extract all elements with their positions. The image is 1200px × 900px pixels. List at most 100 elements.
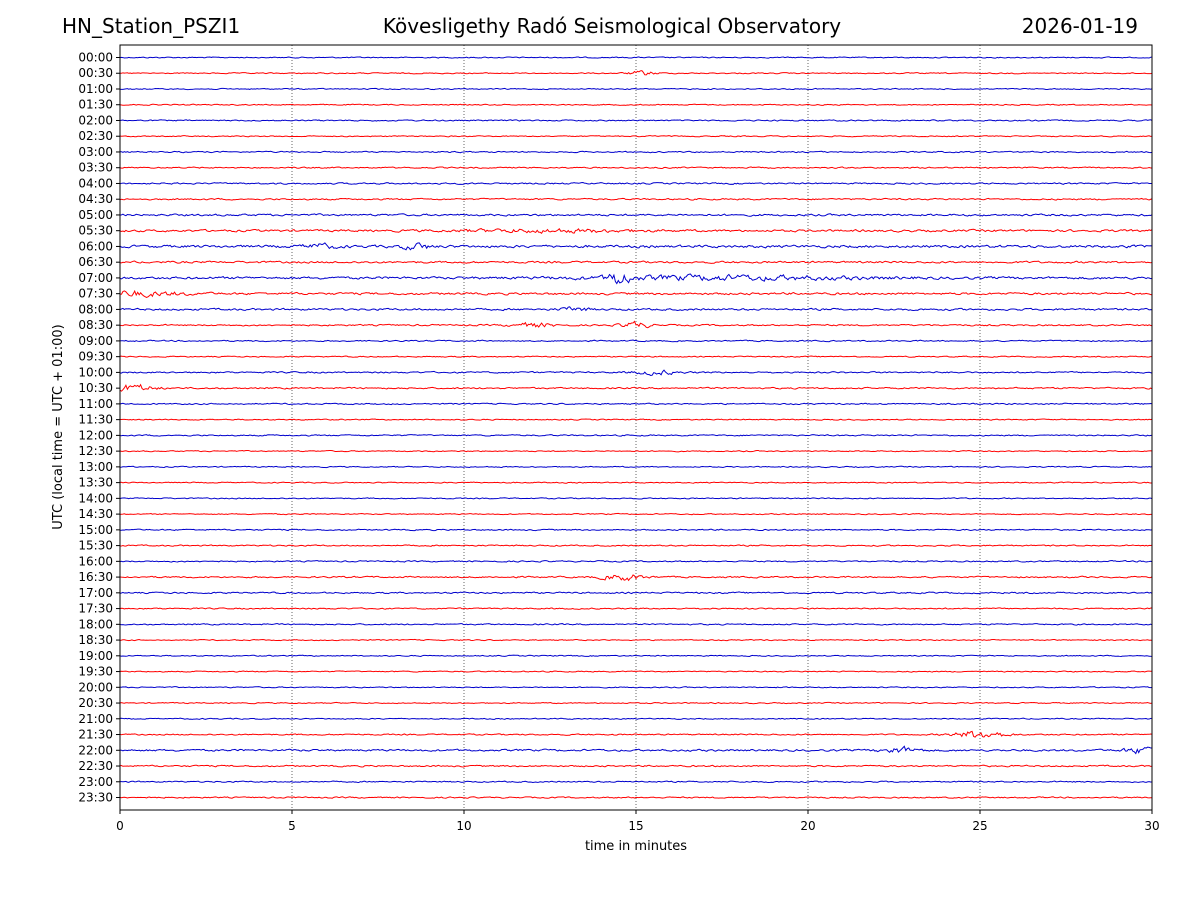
y-tick-label: 21:30 [78,728,113,742]
y-tick-label: 19:30 [78,665,113,679]
trace-0630 [119,260,1153,264]
trace-2300 [119,780,1153,784]
trace-2200 [119,745,1153,755]
x-tick-label: 10 [456,819,471,833]
y-tick-label: 23:30 [78,791,113,805]
y-tick-label: 00:30 [78,66,113,80]
trace-2000 [119,686,1153,689]
trace-0430 [119,197,1153,201]
y-tick-label: 14:00 [78,491,113,505]
x-tick-label: 30 [1144,819,1159,833]
x-tick-label: 20 [800,819,815,833]
trace-1830 [119,638,1153,642]
x-axis-label: time in minutes [585,839,687,854]
y-tick-label: 14:30 [78,507,113,521]
observatory-title: Kövesligethy Radó Seismological Observat… [382,14,842,38]
y-tick-label: 15:00 [78,523,113,537]
trace-0030 [119,70,1153,76]
y-tick-label: 15:30 [78,539,113,553]
y-axis-label: UTC (local time = UTC + 01:00) [51,324,66,529]
y-tick-label: 03:30 [78,161,113,175]
trace-0600 [119,242,1153,251]
trace-1300 [119,465,1153,469]
y-tick-label: 19:00 [78,649,113,663]
trace-1500 [119,528,1153,532]
y-tick-label: 01:30 [78,98,113,112]
trace-2100 [119,717,1153,720]
y-tick-label: 05:30 [78,224,113,238]
y-tick-label: 10:30 [78,381,113,395]
y-tick-label: 20:30 [78,696,113,710]
y-tick-label: 07:00 [78,271,113,285]
trace-0100 [119,87,1153,91]
y-tick-label: 04:30 [78,192,113,206]
trace-0300 [119,150,1153,154]
y-tick-label: 05:00 [78,208,113,222]
trace-0200 [119,119,1153,122]
trace-1900 [119,654,1153,657]
y-tick-label: 20:00 [78,680,113,694]
y-tick-label: 11:00 [78,397,113,411]
grid-lines [291,45,981,810]
y-tick-label: 04:00 [78,176,113,190]
x-tick-label: 15 [628,819,643,833]
y-tick-label: 03:00 [78,145,113,159]
trace-0930 [119,355,1153,358]
y-tick-label: 06:00 [78,239,113,253]
y-tick-label: 09:30 [78,350,113,364]
trace-0730 [119,289,1153,299]
trace-1630 [119,574,1153,582]
y-tick-label: 22:00 [78,743,113,757]
y-tick-label: 02:00 [78,113,113,127]
trace-1400 [119,497,1153,500]
x-tick-label: 5 [288,819,296,833]
y-tick-label: 02:30 [78,129,113,143]
trace-1930 [119,670,1153,673]
y-tick-label: 12:30 [78,444,113,458]
trace-1130 [119,418,1153,421]
x-tick-label: 0 [116,819,124,833]
trace-0700 [119,273,1153,285]
trace-1530 [119,544,1153,547]
trace-0230 [119,135,1153,138]
trace-0900 [119,339,1153,343]
seismic-traces [119,56,1153,799]
station-name: HN_Station_PSZI1 [62,14,241,38]
trace-1330 [119,481,1153,484]
trace-2330 [119,796,1153,799]
trace-0500 [119,213,1153,217]
trace-2130 [119,730,1153,738]
trace-0400 [119,182,1153,185]
y-tick-label: 07:30 [78,287,113,301]
y-tick-label: 21:00 [78,712,113,726]
y-tick-label: 18:30 [78,633,113,647]
y-tick-label: 16:00 [78,554,113,568]
trace-1430 [119,512,1153,516]
y-tick-label: 13:00 [78,460,113,474]
y-tick-label: 06:30 [78,255,113,269]
y-tick-label: 16:30 [78,570,113,584]
trace-1800 [119,623,1153,626]
trace-1100 [119,402,1153,406]
trace-0800 [119,306,1153,312]
trace-0830 [119,320,1153,329]
y-tick-label: 17:00 [78,586,113,600]
y-tick-label: 12:00 [78,428,113,442]
trace-0330 [119,166,1153,169]
y-tick-label: 00:00 [78,51,113,65]
y-tick-label: 18:00 [78,617,113,631]
y-tick-label: 11:30 [78,413,113,427]
y-tick-label: 23:00 [78,775,113,789]
y-tick-label: 08:00 [78,302,113,316]
trace-1000 [119,369,1153,376]
x-tick-label: 25 [972,819,987,833]
y-tick-label: 13:30 [78,476,113,490]
trace-1230 [119,449,1153,453]
trace-1700 [119,591,1153,595]
y-tick-label: 01:00 [78,82,113,96]
trace-0000 [119,56,1153,59]
y-tick-label: 08:30 [78,318,113,332]
x-axis-ticks: 0 5 10 15 20 25 30 [116,810,1160,833]
